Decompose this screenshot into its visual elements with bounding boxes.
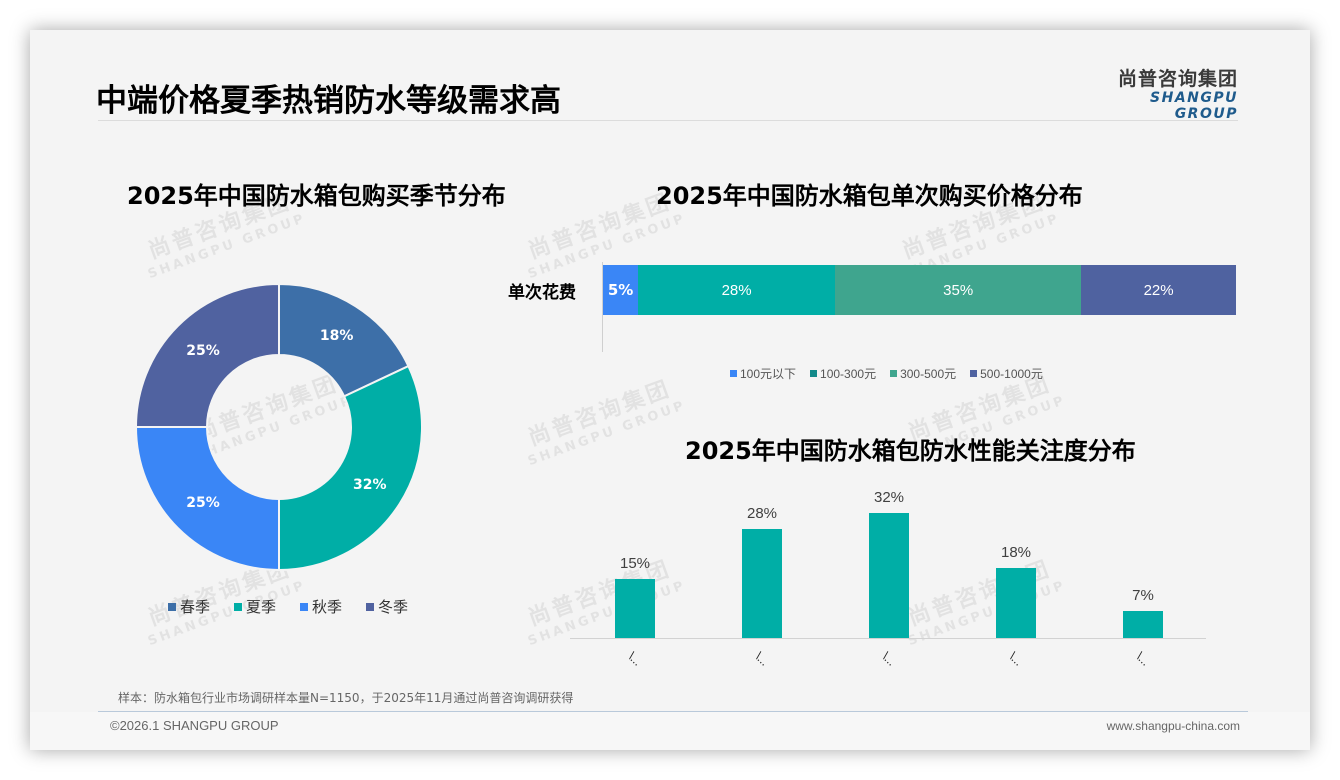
season-legend: 春季 夏季 秋季 冬季: [168, 596, 432, 617]
footer-band: [30, 712, 1310, 750]
stacked-bar-segment: 22%: [1081, 265, 1236, 315]
legend-swatch-icon: [234, 602, 243, 611]
website-link[interactable]: www.shangpu-china.com: [1106, 719, 1240, 733]
donut-slice-label: 25%: [186, 495, 220, 511]
logo-en: SHANGPU GROUP: [1150, 90, 1238, 122]
legend-swatch-icon: [168, 602, 176, 611]
legend-item-lt100: 100元以下: [730, 365, 796, 382]
price-chart-title: 2025年中国防水箱包单次购买价格分布: [656, 182, 1083, 210]
column-category-label: \...: [625, 649, 645, 669]
header-divider: [98, 120, 1238, 121]
legend-item-winter: 冬季: [366, 596, 408, 617]
column-bar: [615, 579, 655, 638]
column-value-label: 15%: [619, 555, 651, 573]
column-value-label: 18%: [1000, 543, 1032, 561]
column-value-label: 7%: [1132, 586, 1154, 604]
legend-item-500-1000: 500-1000元: [970, 365, 1043, 382]
column-bar: [996, 567, 1036, 638]
column-chart-baseline: [570, 638, 1206, 639]
waterproof-chart-title: 2025年中国防水箱包防水性能关注度分布: [685, 437, 1136, 465]
column-category-label: \...: [1006, 649, 1026, 669]
donut-slice: [278, 364, 423, 571]
column-value-label: 32%: [873, 489, 905, 506]
legend-item-spring: 春季: [168, 596, 210, 617]
legend-swatch-icon: [300, 602, 309, 611]
donut-slice: [135, 283, 280, 428]
legend-item-300-500: 300-500元: [890, 365, 956, 382]
price-legend: 100元以下 100-300元 300-500元 500-1000元: [730, 365, 1057, 382]
donut-slice-label: 25%: [186, 342, 220, 359]
column-category-label: \...: [752, 649, 772, 669]
donut-slice: [278, 283, 410, 398]
stacked-bar-segment: 5%: [603, 265, 639, 315]
legend-item-summer: 夏季: [234, 596, 276, 617]
price-chart-axis: [602, 262, 603, 352]
column-bar: [869, 513, 909, 638]
column-category-label: \...: [1133, 649, 1153, 669]
footer-divider: [98, 711, 1248, 712]
price-stacked-bar: 5% 28% 35% 22%: [603, 265, 1236, 315]
donut-slice-label: 18%: [319, 328, 354, 345]
legend-swatch-icon: [730, 370, 737, 377]
season-donut-chart: [135, 283, 423, 571]
donut-slice: [135, 426, 280, 571]
source-note: 样本：防水箱包行业市场调研样本量N=1150，于2025年11月通过尚普咨询调研…: [118, 691, 574, 705]
slide: 尚普咨询集团 SHANGPU GROUP 尚普咨询集团 SHANGPU GROUP …: [30, 30, 1310, 750]
column-category-label: \...: [879, 649, 899, 669]
stacked-bar-segment: 28%: [638, 265, 836, 315]
donut-slice-label: 32%: [352, 476, 387, 493]
column-bar: [1123, 610, 1163, 638]
column-bar: [742, 528, 782, 638]
stacked-bar-segment: 35%: [835, 265, 1082, 315]
column-value-label: 28%: [746, 504, 778, 522]
company-logo: 尚普咨询集团 SHANGPU GROUP: [1088, 64, 1238, 122]
legend-swatch-icon: [810, 370, 818, 377]
page-title: 中端价格夏季热销防水等级需求高: [96, 83, 561, 119]
price-category-label: 单次花费: [508, 283, 576, 303]
watermark: 尚普咨询集团 SHANGPU GROUP: [525, 376, 689, 470]
legend-swatch-icon: [890, 370, 898, 377]
legend-swatch-icon: [970, 370, 978, 377]
legend-swatch-icon: [366, 602, 375, 611]
legend-item-autumn: 秋季: [300, 596, 342, 617]
copyright: ©2026.1 SHANGPU GROUP: [110, 718, 279, 733]
season-chart-title: 2025年中国防水箱包购买季节分布: [127, 182, 506, 210]
legend-item-100-300: 100-300元: [810, 365, 876, 382]
logo-cn: 尚普咨询集团: [1117, 68, 1238, 90]
watermark: 尚普咨询集团 SHANGPU GROUP: [905, 556, 1069, 650]
